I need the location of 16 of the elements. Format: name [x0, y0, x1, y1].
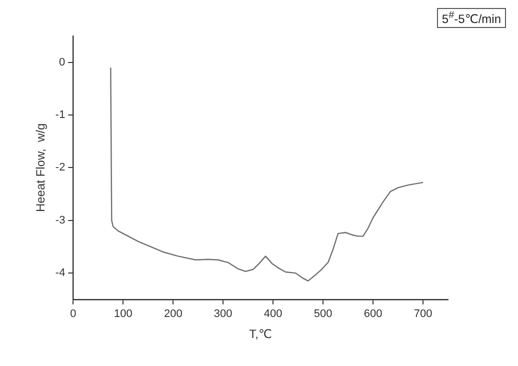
x-axis-title: T,℃	[249, 327, 272, 342]
x-tick-label: 700	[414, 308, 432, 320]
y-tick-label: -1	[55, 109, 66, 122]
x-tick-label: 500	[314, 308, 332, 320]
x-tick-label: 400	[264, 308, 282, 320]
y-tick-label: -2	[55, 162, 66, 174]
x-tick-label: 600	[364, 308, 382, 320]
y-tick-label: -4	[55, 267, 66, 280]
x-tick-label: 200	[164, 308, 182, 320]
y-axis-title: Heeat Flow, w/g	[34, 123, 48, 212]
x-tick-label: 300	[214, 308, 232, 320]
x-tick-label: 100	[114, 308, 132, 320]
x-tick-label: 0	[70, 308, 76, 320]
text: 5$^{#}$-5℃/min	[436, 8, 506, 28]
y-tick-label: -3	[55, 214, 66, 226]
y-tick-label: 0	[59, 56, 66, 68]
